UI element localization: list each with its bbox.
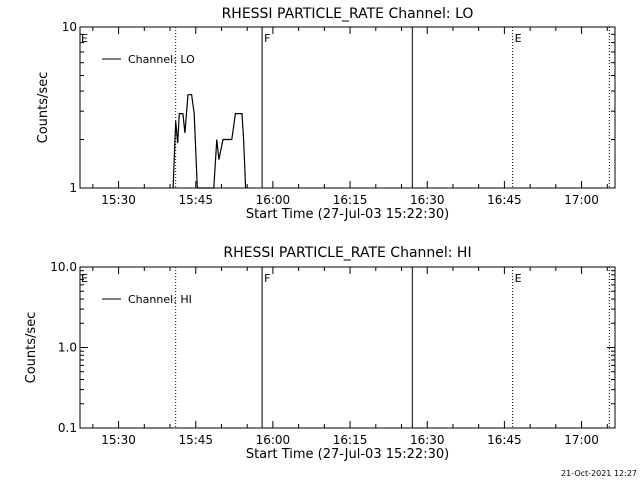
x-tick-label: 16:15: [333, 433, 368, 447]
y-tick-label: 1: [69, 181, 77, 195]
event-marker-label: E: [515, 32, 522, 45]
x-tick-label: 16:45: [487, 433, 522, 447]
y-tick-label: 10.0: [50, 260, 77, 274]
event-marker-label: E: [515, 272, 522, 285]
x-tick-label: 15:45: [178, 433, 213, 447]
x-tick-label: 16:00: [256, 193, 291, 207]
plot-frame: [79, 26, 616, 189]
x-tick-label: 16:30: [410, 193, 445, 207]
legend-label: Channel: LO: [128, 53, 195, 66]
y-tick-label: 1.0: [58, 341, 77, 355]
panel-1: RHESSI PARTICLE_RATE Channel: HI 15:30 15:…: [24, 245, 616, 462]
x-axis-label: Start Time (27-Jul-03 15:22:30): [246, 447, 449, 462]
chart-title: RHESSI PARTICLE_RATE Channel: HI: [223, 245, 471, 261]
x-tick-label: 17:00: [564, 193, 599, 207]
x-tick-label: 15:30: [101, 433, 136, 447]
x-tick-label: 16:15: [333, 193, 368, 207]
y-tick-label: 10: [62, 20, 77, 34]
chart-title: RHESSI PARTICLE_RATE Channel: LO: [222, 6, 474, 22]
x-tick-label: 16:30: [410, 433, 445, 447]
event-marker-label: F: [264, 272, 270, 285]
x-tick-label: 16:00: [256, 433, 291, 447]
x-tick-label: 16:45: [487, 193, 522, 207]
y-tick-label: 0.1: [58, 421, 77, 435]
event-marker-label: F: [264, 32, 270, 45]
edge-label: E: [81, 32, 88, 45]
series-line-0: [172, 94, 247, 189]
x-tick-label: 15:45: [178, 193, 213, 207]
legend-label: Channel: HI: [128, 293, 192, 306]
x-axis-label: Start Time (27-Jul-03 15:22:30): [246, 207, 449, 222]
footer-timestamp: 21-Oct-2021 12:27: [561, 469, 637, 478]
y-axis-label: Counts/sec: [36, 72, 51, 144]
edge-label: E: [81, 272, 88, 285]
x-tick-label: 15:30: [101, 193, 136, 207]
panel-0: RHESSI PARTICLE_RATE Channel: LO 15:30 15:…: [36, 6, 616, 222]
x-tick-label: 17:00: [564, 433, 599, 447]
y-axis-label: Counts/sec: [24, 312, 39, 384]
